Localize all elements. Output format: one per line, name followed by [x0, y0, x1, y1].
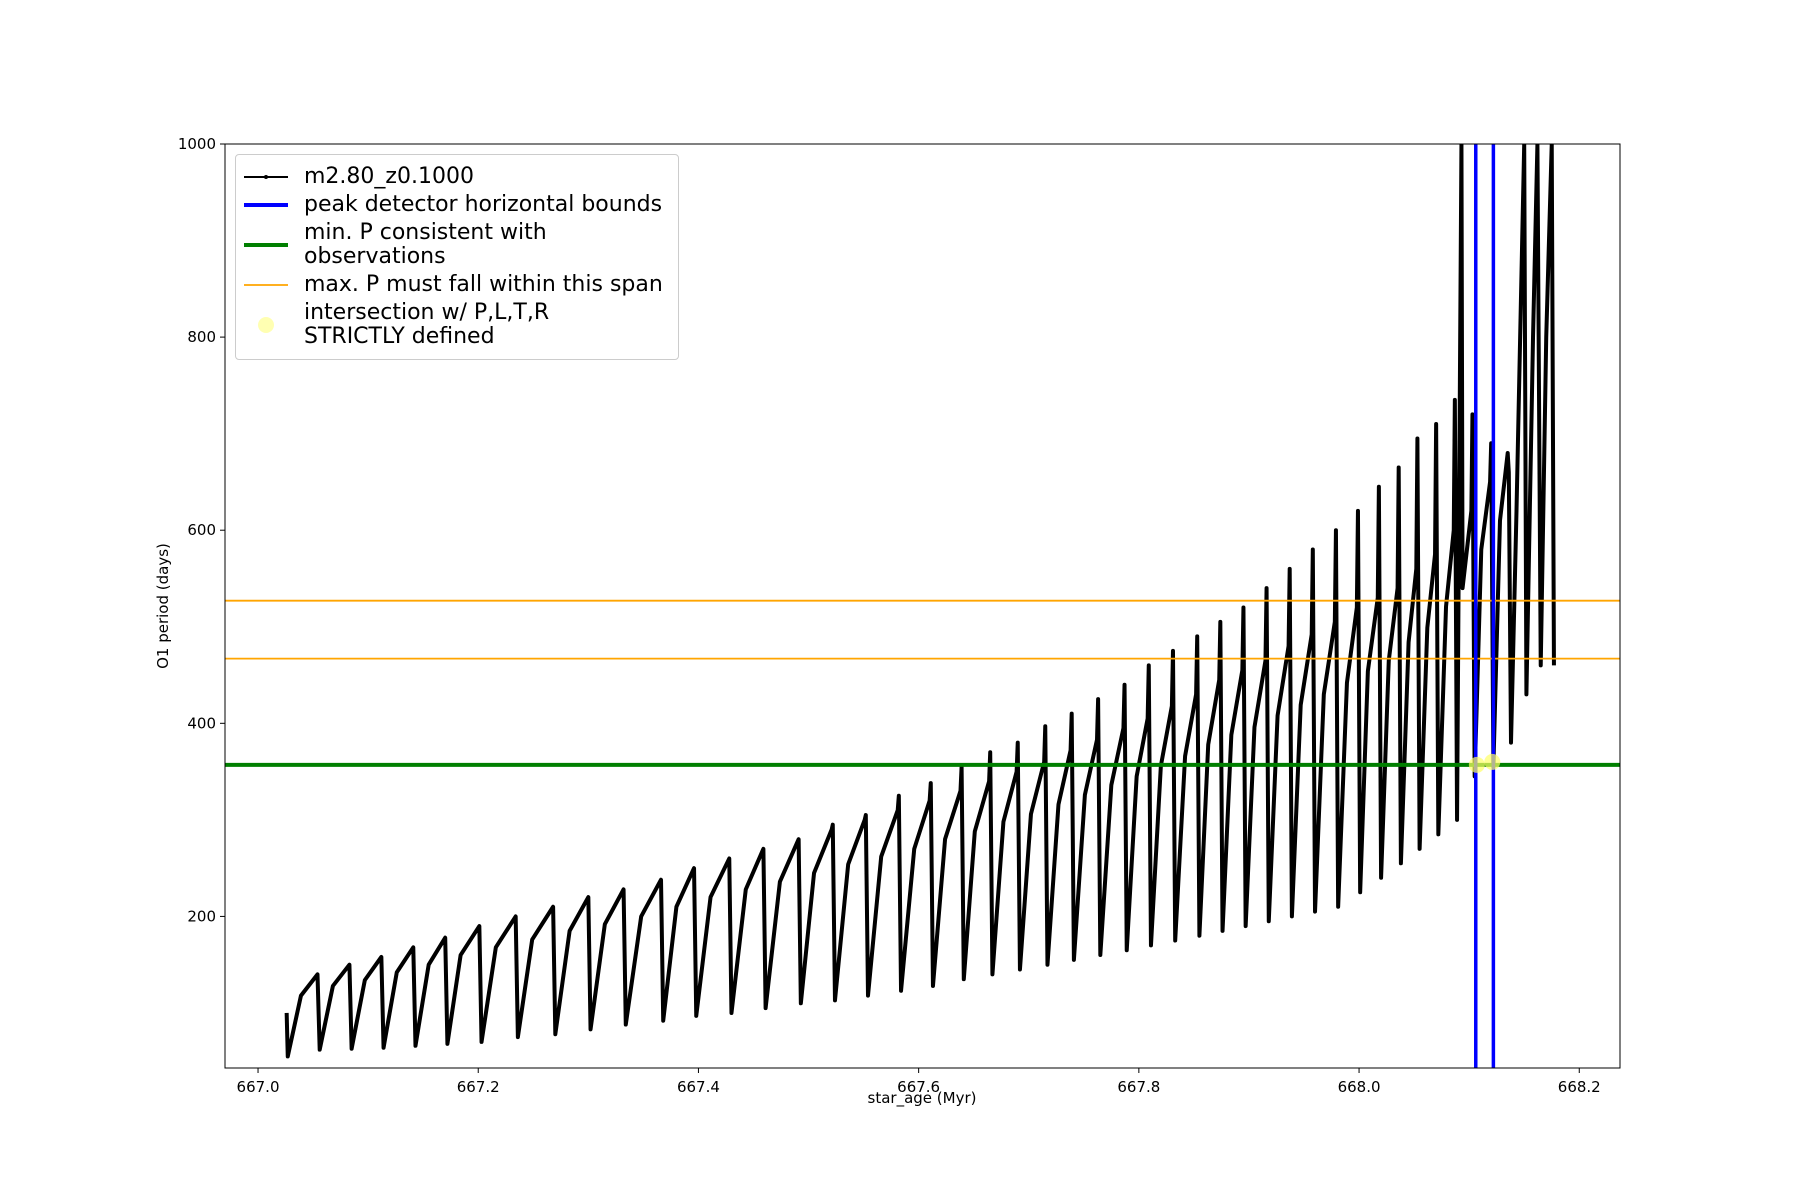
x-tick-label: 667.4 [677, 1078, 720, 1096]
y-tick-label: 800 [187, 328, 216, 346]
scatter-point [1484, 753, 1501, 770]
x-tick-label: 668.2 [1558, 1078, 1601, 1096]
legend-label: min. P consistent with observations [304, 220, 547, 269]
legend-swatch [244, 203, 288, 207]
x-tick-label: 668.0 [1338, 1078, 1381, 1096]
legend-label: max. P must fall within this span [304, 272, 663, 297]
x-tick-label: 667.2 [457, 1078, 500, 1096]
y-tick-label: 200 [187, 907, 216, 925]
data-line [284, 144, 1556, 1059]
legend-swatch [244, 175, 288, 179]
legend-label: peak detector horizontal bounds [304, 192, 663, 217]
legend-item: m2.80_z0.1000 [236, 165, 678, 189]
axes-frame [224, 143, 1621, 1069]
legend-item: min. P consistent with observations [236, 221, 678, 269]
legend-swatch [258, 317, 274, 333]
legend-item: intersection w/ P,L,T,R STRICTLY defined [236, 301, 678, 349]
y-tick-label: 600 [187, 521, 216, 539]
y-axis-label: O1 period (days) [154, 543, 172, 669]
scatter-point [1468, 756, 1485, 773]
legend-label: m2.80_z0.1000 [304, 164, 474, 189]
legend-swatch [244, 284, 288, 286]
legend-item: peak detector horizontal bounds [236, 193, 678, 217]
legend-symbol [264, 175, 268, 179]
x-tick-label: 667.8 [1117, 1078, 1160, 1096]
legend-label: intersection w/ P,L,T,R STRICTLY defined [304, 300, 550, 349]
x-axis-label: star_age (Myr) [868, 1089, 977, 1108]
x-tick-label: 667.0 [237, 1078, 280, 1096]
legend-swatch [244, 243, 288, 247]
plot-area [225, 144, 1620, 1068]
y-tick-label: 1000 [178, 135, 216, 153]
x-tick-label: 667.6 [897, 1078, 940, 1096]
legend-item: max. P must fall within this span [236, 273, 678, 297]
legend-symbol [258, 317, 274, 333]
y-tick-label: 400 [187, 714, 216, 732]
